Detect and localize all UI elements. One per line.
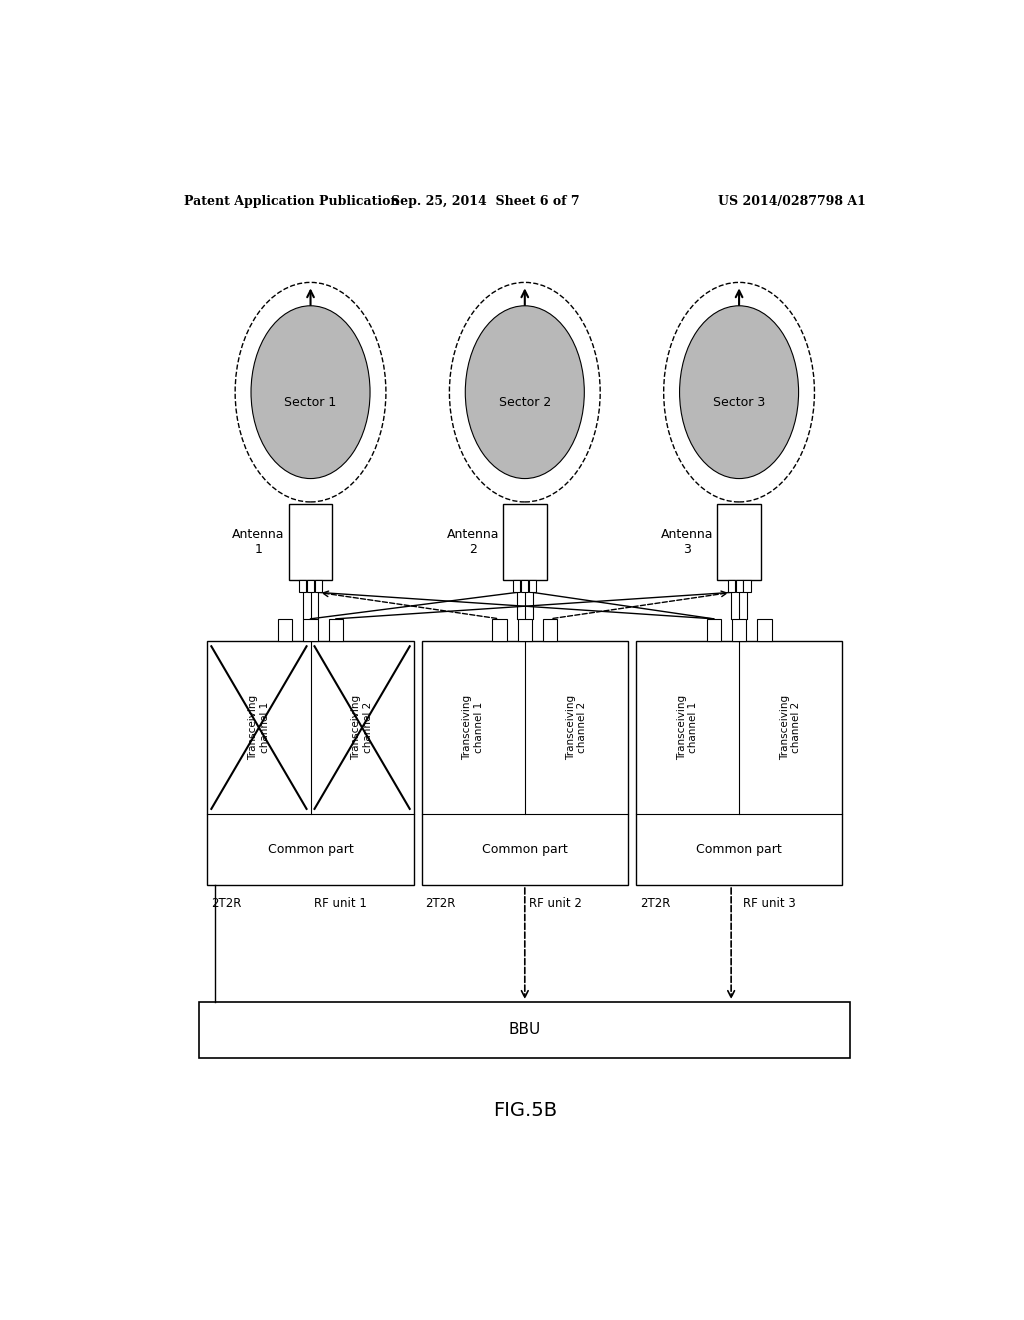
Bar (503, 504, 547, 581)
Bar (303, 619, 317, 642)
Bar (278, 619, 292, 642)
Text: Patent Application Publication: Patent Application Publication (183, 194, 399, 207)
Bar (207, 642, 414, 886)
Text: BBU: BBU (509, 1023, 541, 1038)
Bar (521, 581, 528, 593)
Text: Antenna
3: Antenna 3 (660, 528, 714, 556)
Ellipse shape (465, 306, 585, 479)
Text: Transceiving
channel 2: Transceiving channel 2 (565, 696, 587, 760)
Text: Common part: Common part (267, 843, 353, 857)
Bar (513, 581, 520, 593)
Text: Antenna
2: Antenna 2 (446, 528, 499, 556)
Text: Common part: Common part (696, 843, 782, 857)
Text: Transceiving
channel 1: Transceiving channel 1 (463, 696, 484, 760)
Bar (743, 581, 751, 593)
Text: Transceiving
channel 2: Transceiving channel 2 (780, 696, 802, 760)
Bar (289, 504, 333, 581)
Bar (307, 581, 314, 593)
Bar (636, 642, 842, 886)
Text: Transceiving
channel 1: Transceiving channel 1 (248, 696, 269, 760)
Bar (200, 1002, 850, 1057)
Text: FIG.5B: FIG.5B (493, 1101, 557, 1121)
Text: RF unit 1: RF unit 1 (314, 898, 368, 911)
Text: Transceiving
channel 2: Transceiving channel 2 (351, 696, 373, 760)
Bar (329, 619, 343, 642)
Text: 2T2R: 2T2R (426, 898, 456, 911)
Text: Sector 1: Sector 1 (285, 396, 337, 409)
Bar (728, 581, 734, 593)
Text: Antenna
1: Antenna 1 (232, 528, 285, 556)
Ellipse shape (251, 306, 370, 479)
Text: Sep. 25, 2014  Sheet 6 of 7: Sep. 25, 2014 Sheet 6 of 7 (391, 194, 580, 207)
Text: Transceiving
channel 1: Transceiving channel 1 (677, 696, 698, 760)
Bar (518, 619, 531, 642)
Bar (299, 581, 306, 593)
Text: Sector 3: Sector 3 (713, 396, 765, 409)
Text: RF unit 2: RF unit 2 (528, 898, 582, 911)
Bar (758, 619, 772, 642)
Ellipse shape (680, 306, 799, 479)
Bar (717, 504, 761, 581)
Text: US 2014/0287798 A1: US 2014/0287798 A1 (718, 194, 866, 207)
Bar (315, 581, 322, 593)
Text: Common part: Common part (482, 843, 567, 857)
Text: 2T2R: 2T2R (211, 898, 242, 911)
Bar (493, 619, 507, 642)
Bar (543, 619, 557, 642)
Text: RF unit 3: RF unit 3 (743, 898, 796, 911)
Bar (732, 619, 746, 642)
Bar (422, 642, 628, 886)
Bar (707, 619, 721, 642)
Bar (735, 581, 742, 593)
Text: 2T2R: 2T2R (640, 898, 671, 911)
Bar (529, 581, 537, 593)
Text: Sector 2: Sector 2 (499, 396, 551, 409)
